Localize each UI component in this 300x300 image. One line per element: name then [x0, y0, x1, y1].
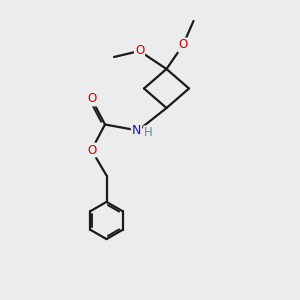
Text: O: O	[135, 44, 144, 58]
Text: O: O	[178, 38, 188, 52]
Text: O: O	[87, 143, 96, 157]
Text: O: O	[87, 92, 96, 106]
Text: H: H	[144, 126, 153, 140]
Text: N: N	[132, 124, 141, 137]
